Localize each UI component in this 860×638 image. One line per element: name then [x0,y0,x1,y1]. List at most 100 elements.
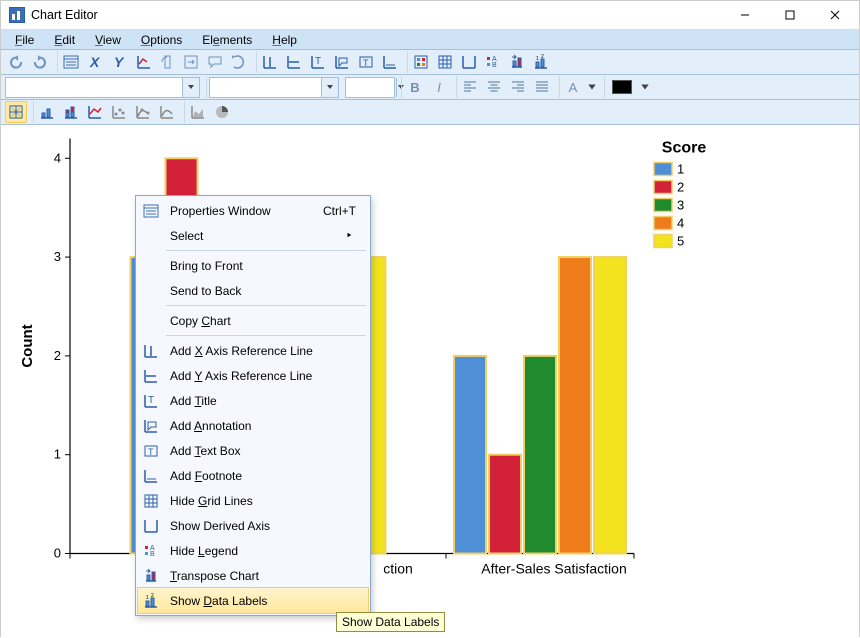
font-style-combo[interactable] [209,77,339,98]
window-title: Chart Editor [31,8,98,22]
fill-color-dropdown[interactable] [639,76,651,98]
ctx-add-text-box[interactable]: Add Text Box [138,438,368,463]
ctx-properties-window[interactable]: Properties WindowCtrl+T [138,198,368,223]
ctx-hide-grid-lines[interactable]: Hide Grid Lines [138,488,368,513]
x-axis-button[interactable] [84,51,106,73]
ctx-bring-to-front[interactable]: Bring to Front [138,253,368,278]
chart-editor-window: Chart Editor FileEditViewOptionsElements… [0,0,860,637]
ctx-send-to-back[interactable]: Send to Back [138,278,368,303]
menu-view[interactable]: View [85,31,131,49]
redo-button[interactable] [29,51,51,73]
legend-swatch-5[interactable] [654,235,672,248]
italic-button[interactable]: I [428,76,450,98]
transpose-button[interactable] [506,51,528,73]
align-left-button[interactable] [459,76,481,98]
ctx-show-data-labels[interactable]: Show Data Labels [137,587,369,614]
svg-text:2: 2 [677,180,684,195]
svg-text:After-Sales Satisfaction: After-Sales Satisfaction [481,561,627,577]
ctx-hide-legend[interactable]: Hide Legend [138,538,368,563]
bar-series-1[interactable] [454,356,486,554]
comment-button[interactable] [204,51,226,73]
y-ref-button[interactable] [283,51,305,73]
svg-text:ction: ction [383,561,413,577]
tooltip: Show Data Labels [336,612,445,632]
svg-text:4: 4 [54,150,61,165]
chart-area: 01234CountProductionAfter-Sales Satisfac… [1,125,859,638]
line-button[interactable] [84,101,106,123]
svg-text:Score: Score [662,140,707,157]
ctx-show-derived-axis[interactable]: Show Derived Axis [138,513,368,538]
menu-elements[interactable]: Elements [192,31,262,49]
ctx-select[interactable]: Select [138,223,368,248]
refresh-button[interactable] [228,51,250,73]
annot-button[interactable] [331,51,353,73]
curve-button[interactable] [156,101,178,123]
toolbar-format: BI A [1,75,859,100]
svg-text:1: 1 [54,447,61,462]
bar-series-3[interactable] [524,356,556,554]
close-button[interactable] [812,1,857,29]
x-ref-button[interactable] [259,51,281,73]
align-justify-button[interactable] [531,76,553,98]
menu-edit[interactable]: Edit [44,31,85,49]
textbox-button[interactable] [355,51,377,73]
toolbar-chart-types [1,100,859,125]
derived-button[interactable] [458,51,480,73]
font-color-dropdown[interactable] [586,76,598,98]
undo-button[interactable] [5,51,27,73]
menu-help[interactable]: Help [262,31,307,49]
footnote-button[interactable] [379,51,401,73]
xy1-button[interactable] [108,101,130,123]
legend-swatch-4[interactable] [654,217,672,230]
explode-button[interactable] [5,101,27,123]
title-tool-button[interactable] [307,51,329,73]
y-axis-button[interactable] [108,51,130,73]
ctx-add-y-axis-reference-line[interactable]: Add Y Axis Reference Line [138,363,368,388]
bold-button[interactable]: B [404,76,426,98]
menu-options[interactable]: Options [131,31,192,49]
font-family-combo[interactable] [5,77,200,98]
ctx-add-annotation[interactable]: Add Annotation [138,413,368,438]
chart-canvas[interactable]: 01234CountProductionAfter-Sales Satisfac… [7,131,853,632]
pie-button[interactable] [211,101,233,123]
svg-text:5: 5 [677,234,684,249]
legend-swatch-2[interactable] [654,181,672,194]
ctx-copy-chart[interactable]: Copy Chart [138,308,368,333]
category-button[interactable] [410,51,432,73]
legend-button[interactable] [482,51,504,73]
titlebar: Chart Editor [1,1,859,30]
align-right-button[interactable] [507,76,529,98]
font-size-combo[interactable] [345,77,395,98]
grid-button[interactable] [434,51,456,73]
menu-file[interactable]: File [5,31,44,49]
xy2-button[interactable] [132,101,154,123]
font-color-button[interactable]: A [562,76,584,98]
labels-button[interactable] [530,51,552,73]
props-button[interactable] [60,51,82,73]
area-button[interactable] [187,101,209,123]
ctx-add-footnote[interactable]: Add Footnote [138,463,368,488]
legend-swatch-3[interactable] [654,199,672,212]
ctx-add-title[interactable]: Add Title [138,388,368,413]
ctx-transpose-chart[interactable]: Transpose Chart [138,563,368,588]
bar-series-5[interactable] [594,257,626,553]
bar-series-2[interactable] [489,455,521,554]
axis-config-button[interactable] [132,51,154,73]
bar-series-4[interactable] [559,257,591,553]
goto-button[interactable] [180,51,202,73]
ctx-add-x-axis-reference-line[interactable]: Add X Axis Reference Line [138,338,368,363]
maximize-button[interactable] [767,1,812,29]
menubar: FileEditViewOptionsElementsHelp [1,30,859,50]
align-center-button[interactable] [483,76,505,98]
legend-swatch-1[interactable] [654,163,672,176]
rotate-button[interactable] [156,51,178,73]
context-menu: Properties WindowCtrl+TSelect Bring to Fr… [135,195,371,616]
minimize-button[interactable] [722,1,767,29]
bar1-button[interactable] [36,101,58,123]
bar2-button[interactable] [60,101,82,123]
fill-color-button[interactable] [607,76,637,98]
svg-text:2: 2 [54,348,61,363]
svg-text:0: 0 [54,546,61,561]
svg-text:3: 3 [677,198,684,213]
svg-text:3: 3 [54,249,61,264]
